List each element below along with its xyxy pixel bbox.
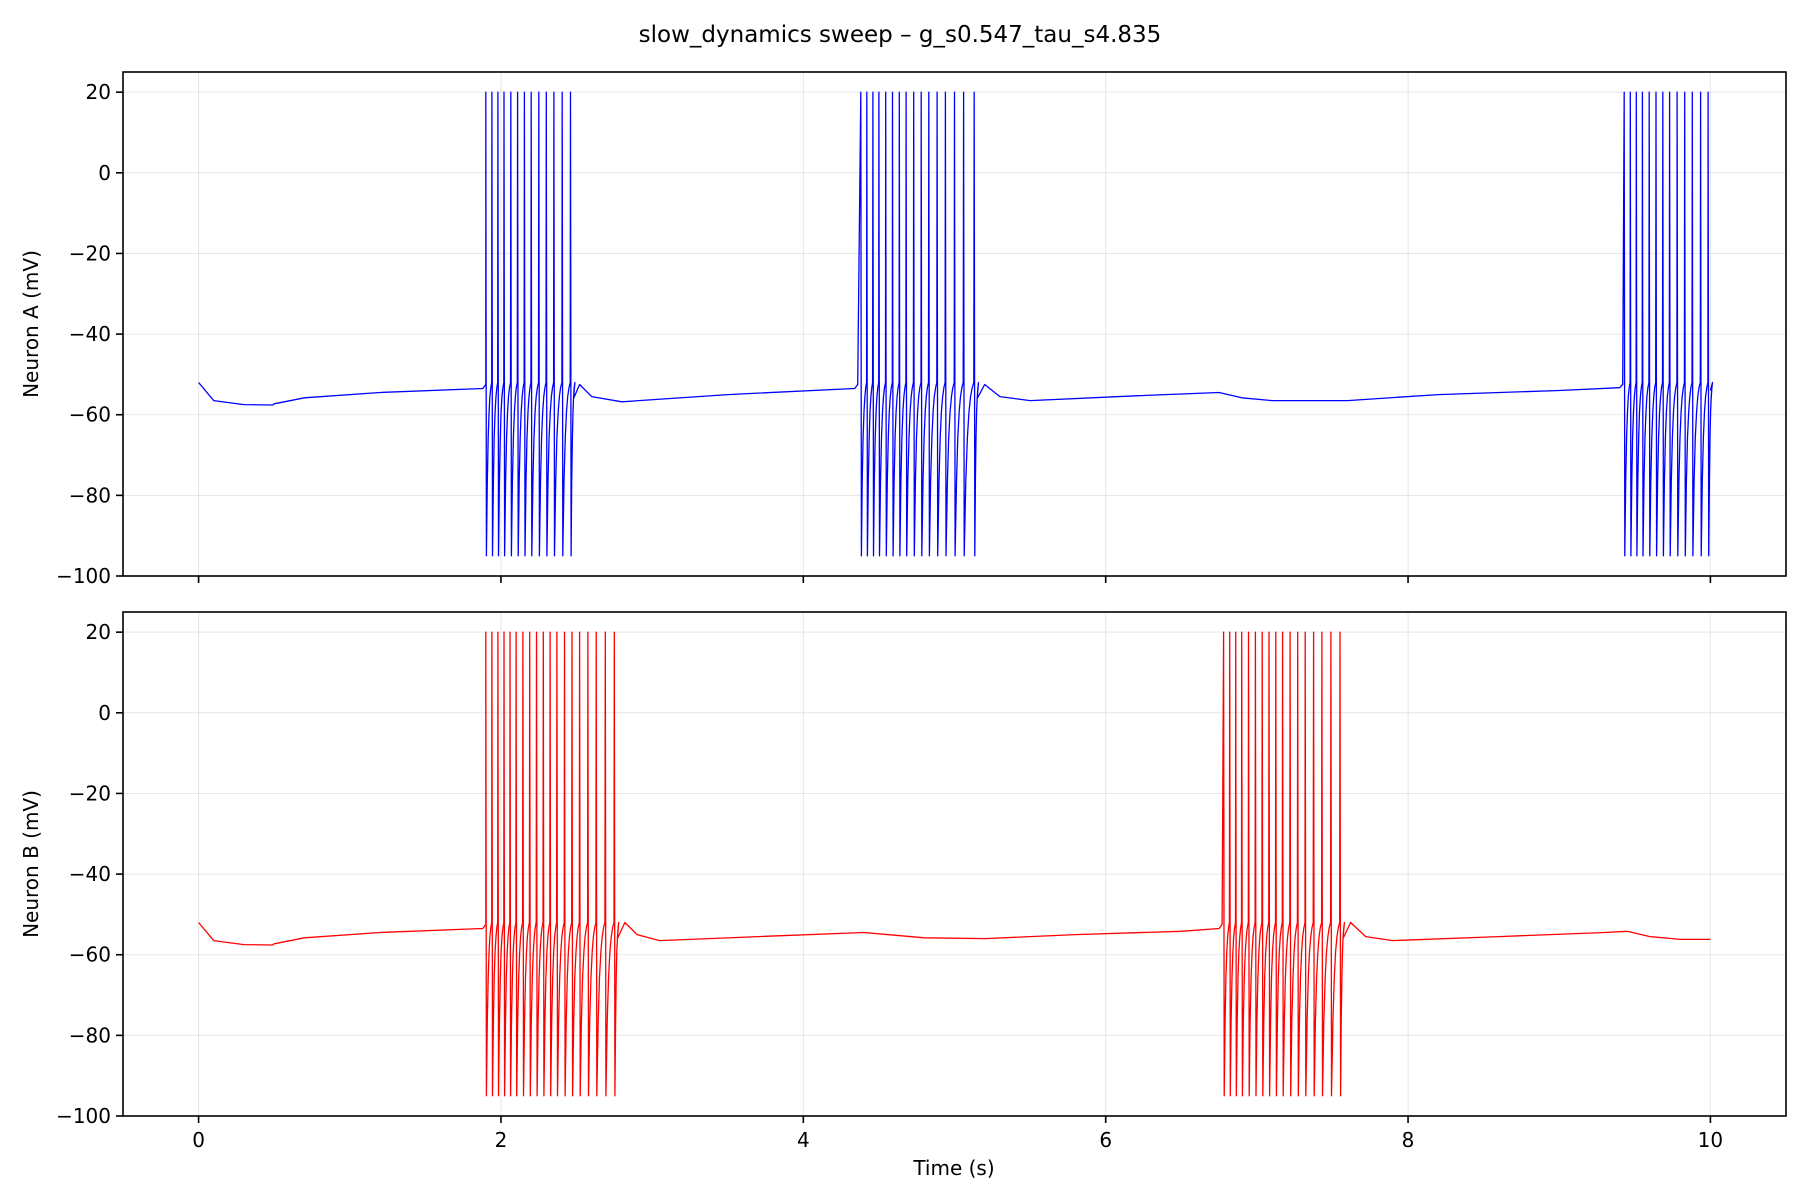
x-tick-label: 0: [192, 1128, 205, 1152]
trace-neuron-a: [198, 91, 1714, 557]
panel-neuron-b: −100 −80 −60 −40 −20 0 20 0 2 4 6 8 10 Neuron B (mV): [19, 611, 1787, 1152]
y-tick-label-neuron-b: −20: [69, 781, 111, 805]
y-tick-label-neuron-b: −80: [69, 1023, 111, 1047]
axes-frame-neuron-b: [122, 611, 1787, 1117]
y-tick-label-neuron-b: −100: [56, 1104, 111, 1128]
y-tick-label-neuron-a: −20: [69, 241, 111, 265]
x-tick-label: 2: [495, 1128, 508, 1152]
y-tick-label-neuron-b: 0: [98, 701, 111, 725]
x-tick-label: 4: [797, 1128, 810, 1152]
y-tick-label-neuron-a: −100: [56, 564, 111, 588]
y-tick-label-neuron-b: −40: [69, 862, 111, 886]
y-tick-label-neuron-a: 20: [86, 80, 111, 104]
y-tick-label-neuron-a: −40: [69, 322, 111, 346]
y-tick-label-neuron-a: −80: [69, 483, 111, 507]
y-tick-label-neuron-a: 0: [98, 161, 111, 185]
y-tick-label-neuron-b: −60: [69, 943, 111, 967]
x-axis-label: Time (s): [912, 1156, 994, 1180]
panel-neuron-a: −100 −80 −60 −40 −20 0 20 Neuron A (mV): [19, 71, 1787, 588]
x-tick-label: 8: [1402, 1128, 1415, 1152]
trace-neuron-b: [198, 631, 1711, 1097]
y-axis-label-neuron-b: Neuron B (mV): [19, 790, 43, 938]
y-tick-label-neuron-b: 20: [86, 620, 111, 644]
y-tick-label-neuron-a: −60: [69, 403, 111, 427]
x-tick-label: 10: [1698, 1128, 1723, 1152]
chart-title: slow_dynamics sweep – g_s0.547_tau_s4.83…: [639, 22, 1162, 48]
axes-frame-neuron-a: [122, 71, 1787, 577]
y-axis-label-neuron-a: Neuron A (mV): [19, 250, 43, 398]
x-tick-label: 6: [1099, 1128, 1112, 1152]
